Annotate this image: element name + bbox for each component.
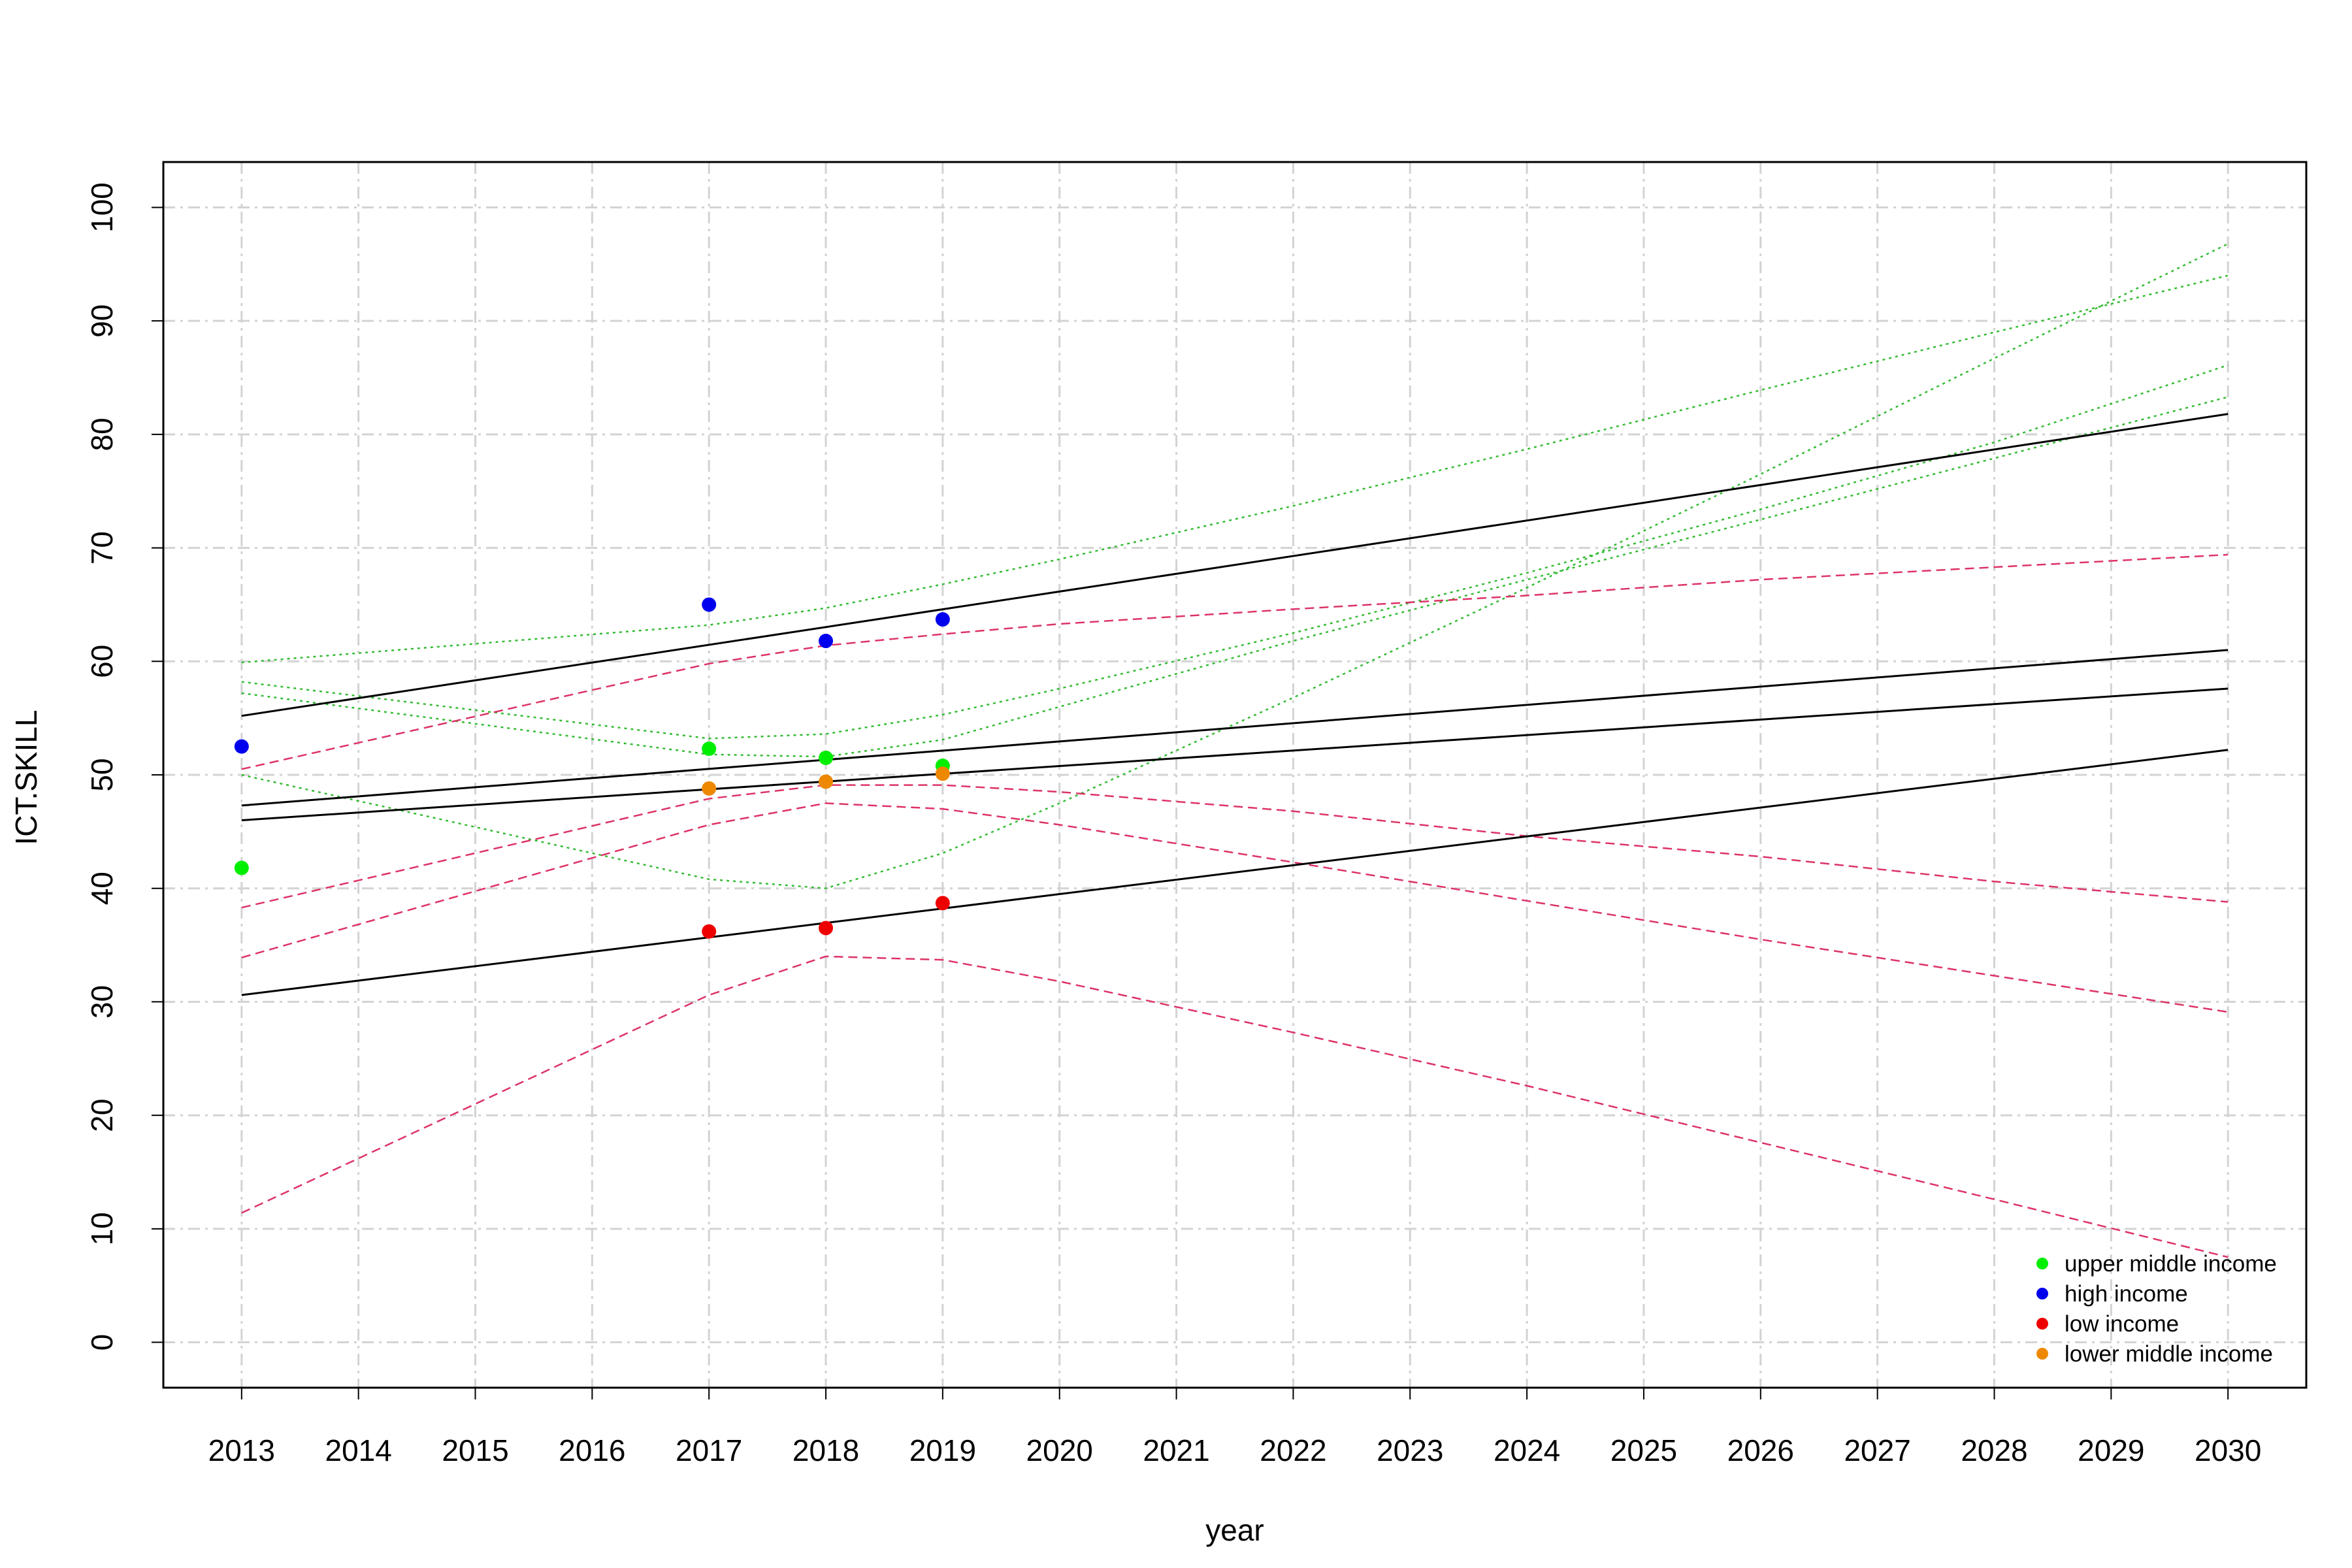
x-tick-label: 2013 [208,1433,275,1467]
x-tick-label: 2023 [1377,1433,1443,1467]
interval-band-line [241,242,2229,889]
data-points [234,597,950,939]
y-axis: 0 10 20 30 40 50 60 70 80 90 100 [85,182,163,1350]
x-tick-label: 2014 [325,1433,391,1467]
x-tick-label: 2027 [1844,1433,1910,1467]
x-axis: 2013 2014 2015 2016 2017 2018 2019 2020 2021 2022… [208,1388,2261,1467]
legend-marker [2036,1348,2048,1360]
x-tick-label: 2021 [1143,1433,1209,1467]
legend-marker [2036,1258,2048,1269]
y-tick-label: 90 [85,304,119,338]
x-tick-label: 2016 [559,1433,625,1467]
data-point [702,597,717,612]
interval-band-line [241,396,2229,758]
fit-line [241,749,2229,996]
y-axis-title: ICT.SKILL [9,710,43,845]
data-point [819,921,834,936]
interval-band-line [241,274,2229,664]
interval-band-line [241,364,2229,740]
y-tick-label: 40 [85,872,119,905]
y-tick-label: 0 [85,1334,119,1351]
legend: upper middle income high income low income… [2036,1251,2277,1367]
x-tick-label: 2024 [1494,1433,1560,1467]
data-point [819,750,834,765]
x-tick-label: 2030 [2195,1433,2261,1467]
y-tick-label: 10 [85,1212,119,1245]
legend-label: low income [2065,1311,2179,1337]
data-point [702,781,717,796]
y-tick-label: 60 [85,645,119,678]
legend-label: high income [2065,1281,2188,1307]
x-tick-label: 2026 [1727,1433,1794,1467]
data-point [935,612,950,627]
x-tick-label: 2022 [1260,1433,1326,1467]
y-tick-label: 80 [85,417,119,451]
data-point [702,924,717,939]
y-tick-label: 100 [85,182,119,233]
y-tick-label: 30 [85,985,119,1019]
x-tick-label: 2015 [442,1433,508,1467]
interval-band-line [241,802,2229,1013]
x-tick-label: 2029 [2078,1433,2144,1467]
data-point [819,774,834,789]
data-point [935,896,950,911]
x-tick-label: 2019 [909,1433,976,1467]
x-tick-label: 2017 [676,1433,742,1467]
data-point [234,860,249,875]
legend-label: lower middle income [2065,1341,2273,1367]
interval-band-line [241,784,2229,909]
interval-band-line [241,955,2229,1258]
interval-bands [241,242,2229,1258]
fit-line [241,649,2229,807]
grid [163,162,2306,1388]
data-point [234,739,249,754]
y-tick-label: 70 [85,531,119,564]
x-axis-title: year [1205,1513,1264,1547]
y-tick-label: 50 [85,758,119,791]
fit-line [241,687,2229,821]
x-tick-label: 2028 [1961,1433,2027,1467]
x-tick-label: 2018 [792,1433,859,1467]
data-point [702,742,717,757]
data-point [935,766,950,781]
fit-line [241,413,2229,717]
x-tick-label: 2025 [1610,1433,1677,1467]
legend-marker [2036,1288,2048,1299]
y-tick-label: 20 [85,1099,119,1132]
legend-label: upper middle income [2065,1251,2277,1277]
legend-marker [2036,1318,2048,1330]
x-tick-label: 2020 [1026,1433,1093,1467]
data-point [819,634,834,649]
interval-band-line [241,553,2229,770]
fit-lines [241,413,2229,996]
